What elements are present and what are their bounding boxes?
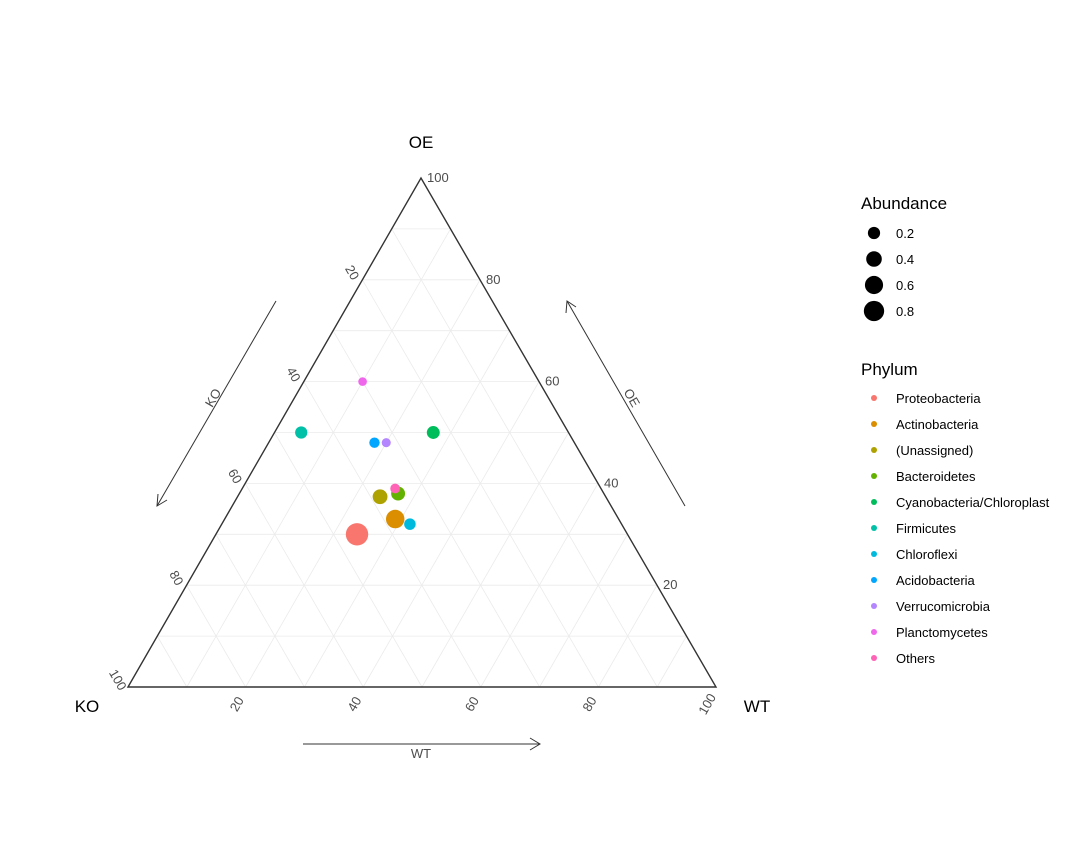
tick-labels: 20 20 20 40 40 40 60 60 60 80 80 80 100 100 100 [106, 170, 719, 717]
tick-label-ko: 80 [166, 568, 186, 588]
grid-line [186, 584, 246, 688]
color-legend-label: Bacteroidetes [896, 469, 976, 484]
grid-line [598, 585, 658, 688]
color-legend-key [871, 447, 877, 453]
vertex-label-right: WT [744, 697, 770, 716]
ko-arrow: KO [156, 300, 277, 507]
grid-line [156, 635, 188, 688]
data-points [295, 377, 440, 546]
tick-label-oe: 20 [663, 577, 677, 592]
data-point [295, 426, 308, 439]
color-legend-key [871, 525, 877, 531]
tick-label-wt: 60 [462, 694, 482, 714]
data-point [345, 523, 369, 546]
tick-label-wt: 80 [579, 694, 599, 714]
grid-line [215, 534, 305, 688]
color-legend-key [871, 603, 877, 609]
ternary-triangle [126, 176, 718, 688]
tick-label-wt: 100 [695, 691, 719, 717]
color-legend-key [871, 577, 877, 583]
color-legend-label: Acidobacteria [896, 573, 976, 588]
size-legend-key [863, 300, 885, 322]
grid-lines [156, 228, 687, 688]
size-legend-title: Abundance [861, 194, 947, 213]
data-point [404, 518, 416, 530]
data-point [358, 377, 367, 386]
grid-line [656, 635, 687, 688]
vertex-label-left: KO [75, 697, 100, 716]
data-point [372, 489, 388, 505]
data-point [426, 426, 440, 439]
size-legend-label: 0.4 [896, 252, 914, 267]
grid-line [391, 228, 658, 688]
tick-label-ko: 60 [225, 466, 245, 486]
grid-line [304, 330, 510, 688]
color-legend: Proteobacteria Actinobacteria (Unassigned)… [871, 391, 1050, 666]
color-legend-key [871, 421, 877, 427]
color-legend-title: Phylum [861, 360, 918, 379]
color-legend-label: Chloroflexi [896, 547, 958, 562]
wt-arrow: WT [303, 737, 541, 761]
size-legend: 0.2 0.4 0.6 0.8 [863, 226, 914, 322]
size-legend-key [864, 275, 884, 295]
tick-label-oe: 100 [427, 170, 449, 185]
tick-label-oe: 40 [604, 475, 618, 490]
size-legend-label: 0.8 [896, 304, 914, 319]
tick-label-oe: 80 [486, 272, 500, 287]
grid-line [480, 483, 599, 688]
size-legend-label: 0.2 [896, 226, 914, 241]
tick-label-wt: 40 [344, 694, 364, 714]
grid-line [421, 432, 569, 688]
color-legend-key [871, 629, 877, 635]
color-legend-label: Verrucomicrobia [896, 599, 991, 614]
grid-line [539, 534, 628, 688]
color-legend-label: Planctomycetes [896, 625, 988, 640]
oe-arrow: OE [565, 300, 686, 507]
tick-label-ko: 100 [106, 667, 130, 693]
data-point [390, 483, 401, 494]
color-legend-key [871, 473, 877, 479]
grid-line [244, 483, 364, 688]
tick-label-wt: 20 [227, 694, 247, 714]
color-legend-label: Others [896, 651, 936, 666]
tick-label-oe: 60 [545, 374, 559, 389]
color-legend-label: Actinobacteria [896, 417, 979, 432]
grid-line [274, 432, 423, 688]
size-legend-label: 0.6 [896, 278, 914, 293]
grid-line [332, 330, 540, 688]
data-point [381, 438, 391, 448]
ko-arrow-label: KO [202, 386, 224, 410]
vertex-label-top: OE [409, 133, 434, 152]
size-legend-key [866, 251, 882, 267]
color-legend-key [871, 655, 877, 661]
wt-arrow-label: WT [411, 746, 431, 761]
color-legend-key [871, 395, 877, 401]
color-legend-key [871, 499, 877, 505]
color-legend-label: Cyanobacteria/Chloroplast [896, 495, 1050, 510]
grid-line [186, 228, 451, 688]
color-legend-label: (Unassigned) [896, 443, 973, 458]
tick-label-ko: 40 [284, 364, 304, 384]
tick-label-ko: 20 [342, 263, 362, 283]
color-legend-label: Firmicutes [896, 521, 956, 536]
oe-arrow-label: OE [621, 386, 644, 410]
data-point [369, 437, 380, 448]
color-legend-key [871, 551, 877, 557]
color-legend-label: Proteobacteria [896, 391, 981, 406]
data-point [385, 509, 405, 529]
size-legend-key [867, 226, 881, 240]
